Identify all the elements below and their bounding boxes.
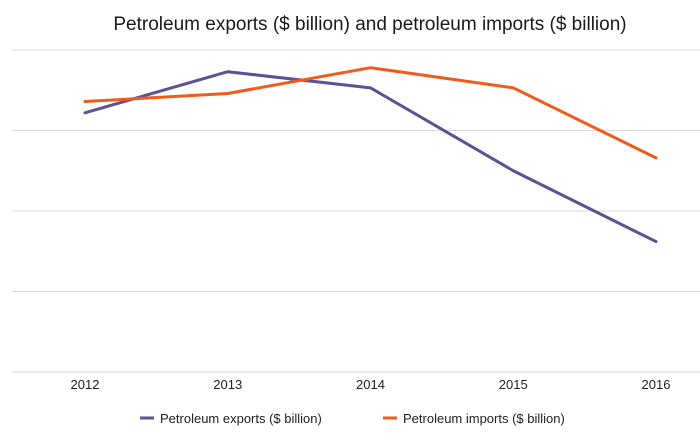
x-tick-label: 2014 (356, 377, 385, 392)
x-tick-label: 2016 (642, 377, 671, 392)
x-tick-label: 2012 (71, 377, 100, 392)
series-line-imports (83, 66, 658, 160)
x-tick-label: 2015 (499, 377, 528, 392)
legend-label: Petroleum exports ($ billion) (160, 411, 322, 426)
x-axis-tick-labels: 2012 2013 2014 2015 2016 (71, 377, 671, 392)
chart-title: Petroleum exports ($ billion) and petrol… (113, 14, 626, 35)
x-tick-label: 2013 (213, 377, 242, 392)
series-line-exports (83, 70, 658, 244)
series-lines (83, 66, 658, 244)
gridlines (12, 49, 700, 373)
legend-label: Petroleum imports ($ billion) (403, 411, 565, 426)
legend: Petroleum exports ($ billion) Petroleum i… (140, 411, 565, 426)
